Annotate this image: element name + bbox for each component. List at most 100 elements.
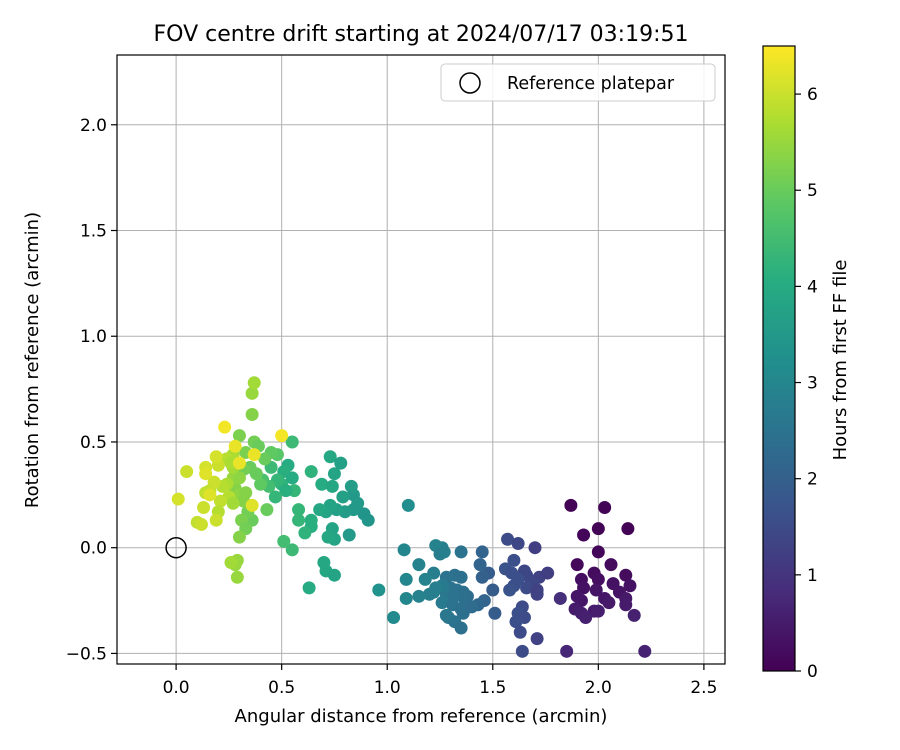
scatter-point-119 (325, 479, 339, 493)
colorbar-ticks: 0 1 2 3 4 5 6 (795, 85, 818, 682)
y-axis-ticks: −0.5 0.0 0.5 1.0 1.5 2.0 (66, 116, 117, 664)
scatter-point-158 (232, 429, 246, 443)
scatter-point-22 (619, 598, 633, 612)
scatter-point-11 (591, 572, 605, 586)
scatter-point-88 (401, 498, 415, 512)
colorbar-tick-label-4: 4 (807, 277, 818, 297)
x-axis-ticks: 0.0 0.5 1.0 1.5 2.0 2.5 (163, 664, 717, 698)
scatter-point-6 (570, 558, 584, 572)
scatter-point-136 (277, 534, 291, 548)
colorbar-tick-label-3: 3 (807, 374, 818, 394)
scatter-point-33 (511, 536, 525, 550)
scatter-point-75 (435, 596, 449, 610)
colorbar-tick-label-0: 0 (807, 662, 818, 682)
scatter-point-41 (541, 566, 555, 580)
plot-frame (116, 54, 726, 665)
scatter-point-126 (302, 581, 316, 595)
colorbar-tick-label-1: 1 (807, 566, 818, 586)
scatter-point-161 (247, 376, 261, 390)
scatter-point-32 (501, 532, 515, 546)
scatter-point-5 (591, 545, 605, 559)
grid-lines (117, 55, 725, 664)
scatter-point-81 (454, 621, 468, 635)
x-tick-label-5: 2.5 (690, 678, 717, 698)
scatter-point-199 (171, 492, 185, 506)
scatter-point-109 (344, 479, 358, 493)
scatter-point-130 (298, 526, 312, 540)
scatter-point-200 (203, 488, 217, 502)
scatter-point-13 (623, 579, 637, 593)
scatter-point-21 (602, 596, 616, 610)
scatter-point-65 (454, 545, 468, 559)
scatter-point-93 (418, 572, 432, 586)
reference-platepar-marker (165, 536, 187, 559)
scatter-point-206 (232, 456, 246, 470)
scatter-point-29 (638, 644, 652, 658)
scatter-point-15 (589, 583, 603, 597)
scatter-point-149 (258, 452, 272, 466)
scatter-point-121 (323, 450, 337, 464)
scatter-point-166 (232, 530, 246, 544)
scatter-point-103 (357, 507, 371, 521)
scatter-point-87 (433, 547, 447, 561)
legend-label-reference-platepar: Reference platepar (507, 74, 675, 94)
scatter-point-25 (591, 604, 605, 618)
scatter-point-141 (279, 484, 293, 498)
scatter-point-117 (313, 503, 327, 517)
scatter-point-132 (292, 503, 306, 517)
scatter-points (171, 376, 652, 658)
scatter-point-9 (619, 568, 633, 582)
scatter-point-176 (232, 471, 246, 485)
scatter-point-97 (422, 587, 436, 601)
scatter-point-122 (334, 456, 348, 470)
y-tick-label-5: 2.0 (80, 116, 107, 136)
y-tick-label-3: 1.0 (80, 327, 107, 347)
scatter-point-57 (475, 570, 489, 584)
scatter-point-192 (209, 450, 223, 464)
scatter-point-2 (621, 522, 635, 536)
y-tick-label-0: −0.5 (66, 644, 107, 664)
scatter-point-170 (230, 570, 244, 584)
x-axis-label: Angular distance from reference (arcmin) (235, 706, 608, 727)
colorbar: 0 1 2 3 4 5 6 Hours from first FF file (762, 45, 851, 682)
scatter-point-59 (475, 545, 489, 559)
y-tick-label-4: 1.5 (80, 222, 107, 242)
scatter-point-205 (245, 498, 259, 512)
scatter-point-135 (285, 543, 299, 557)
chart-title: FOV centre drift starting at 2024/07/17 … (154, 22, 689, 47)
scatter-point-54 (530, 632, 544, 646)
scatter-point-106 (342, 528, 356, 542)
scatter-point-58 (486, 583, 500, 597)
x-tick-label-4: 2.0 (585, 678, 612, 698)
scatter-point-194 (199, 467, 213, 481)
scatter-point-185 (213, 494, 227, 508)
y-axis-label: Rotation from reference (arcmin) (22, 212, 43, 508)
scatter-point-118 (315, 477, 329, 491)
scatter-point-53 (513, 625, 527, 639)
scatter-point-1 (598, 501, 612, 515)
scatter-point-45 (520, 581, 534, 595)
scatter-point-82 (439, 608, 453, 622)
scatter-point-160 (245, 386, 259, 400)
scatter-point-198 (180, 465, 194, 479)
scatter-point-201 (228, 439, 242, 453)
colorbar-tick-label-2: 2 (807, 470, 818, 490)
scatter-point-4 (577, 528, 591, 542)
y-tick-label-2: 0.5 (80, 433, 107, 453)
colorbar-gradient (762, 45, 796, 672)
scatter-point-203 (275, 429, 289, 443)
scatter-point-35 (507, 553, 521, 567)
scatter-point-55 (515, 644, 529, 658)
x-tick-label-3: 1.5 (479, 678, 506, 698)
scatter-point-67 (454, 570, 468, 584)
scatter-point-90 (412, 558, 426, 572)
scatter-point-60 (473, 558, 487, 572)
scatter-point-110 (336, 490, 350, 504)
legend-box (440, 63, 716, 102)
colorbar-tick-label-5: 5 (807, 181, 818, 201)
scatter-point-100 (387, 610, 401, 624)
scatter-point-204 (247, 448, 261, 462)
scatter-point-47 (503, 583, 517, 597)
scatter-point-27 (627, 608, 641, 622)
